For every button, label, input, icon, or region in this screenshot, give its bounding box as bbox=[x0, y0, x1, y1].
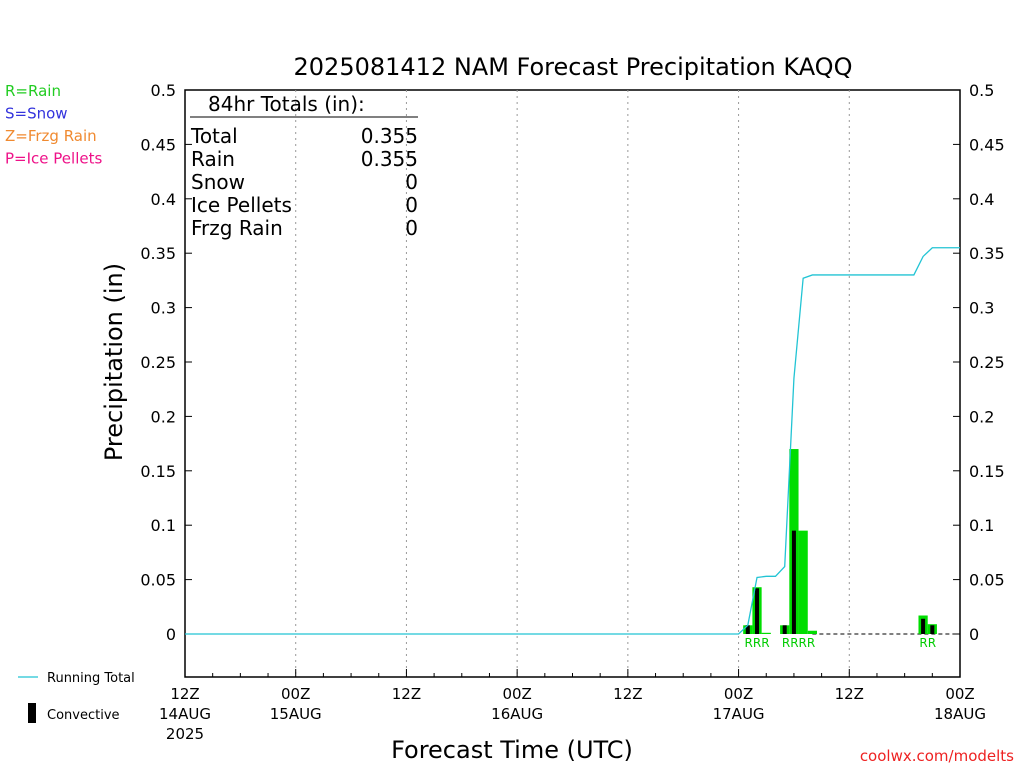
rain-type-label: RRRR bbox=[782, 636, 815, 650]
y-tick-label-left: 0.45 bbox=[140, 135, 176, 154]
precip-type-legend-item: Z=Frzg Rain bbox=[5, 127, 97, 145]
convective-bar bbox=[755, 588, 760, 634]
totals-row-value: 0.355 bbox=[361, 124, 418, 148]
y-tick-label-right: 0.05 bbox=[969, 571, 1005, 590]
x-tick-label: 12Z bbox=[392, 685, 421, 703]
totals-row-label: Ice Pellets bbox=[191, 193, 292, 217]
precip-type-legend-item: P=Ice Pellets bbox=[5, 150, 102, 168]
y-tick-label-left: 0.5 bbox=[151, 81, 176, 100]
y-tick-label-right: 0.45 bbox=[969, 135, 1005, 154]
y-axis-title: Precipitation (in) bbox=[100, 263, 128, 461]
convective-legend-swatch bbox=[28, 703, 36, 723]
y-tick-label-right: 0.15 bbox=[969, 462, 1005, 481]
y-axis-ticks: 0 00.05 0.050.1 0.10.15 0.150.2 0.20.25 0.250.… bbox=[140, 81, 1004, 644]
convective-legend-label: Convective bbox=[47, 708, 120, 723]
totals-row-value: 0 bbox=[405, 170, 418, 194]
x-tick-label: 00Z bbox=[724, 685, 753, 703]
totals-row-label: Total bbox=[190, 124, 238, 148]
y-tick-label-right: 0.3 bbox=[969, 299, 994, 318]
totals-row-value: 0.355 bbox=[361, 147, 418, 171]
totals-row-label: Frzg Rain bbox=[191, 216, 283, 240]
y-tick-label-right: 0.1 bbox=[969, 516, 994, 535]
running-total-line-group bbox=[185, 247, 960, 635]
totals-heading: 84hr Totals (in): bbox=[208, 92, 365, 116]
y-tick-label-left: 0.4 bbox=[151, 190, 176, 209]
totals-row-value: 0 bbox=[405, 193, 418, 217]
chart-title: 2025081412 NAM Forecast Precipitation KA… bbox=[294, 53, 853, 81]
running-total-line bbox=[185, 247, 960, 635]
convective-bar bbox=[791, 530, 796, 634]
x-axis-title: Forecast Time (UTC) bbox=[391, 736, 633, 764]
y-tick-label-left: 0.15 bbox=[140, 462, 176, 481]
totals-box: 84hr Totals (in): Total 0.355 Rain 0.355 Sno… bbox=[190, 92, 418, 240]
totals-row-value: 0 bbox=[405, 216, 418, 240]
x-tick-label: 12Z bbox=[613, 685, 642, 703]
precip-bars bbox=[743, 449, 937, 634]
y-tick-label-left: 0.3 bbox=[151, 299, 176, 318]
precip-type-legend-item: S=Snow bbox=[5, 105, 68, 123]
y-tick-label-left: 0.2 bbox=[151, 407, 176, 426]
y-tick-label-left: 0.1 bbox=[151, 516, 176, 535]
running-total-legend-label: Running Total bbox=[47, 671, 135, 686]
rain-bar bbox=[761, 632, 771, 634]
precip-type-legend-item: R=Rain bbox=[5, 82, 61, 100]
x-tick-label: 00Z bbox=[281, 685, 310, 703]
totals-row-label: Snow bbox=[191, 170, 245, 194]
bottom-legend: Running Total Convective bbox=[18, 671, 135, 723]
y-tick-label-left: 0.35 bbox=[140, 244, 176, 263]
x-axis-ticks: 12Z 14AUG 2025 00Z 15AUG 12Z 00Z 16AUG 12Z 00Z 17A… bbox=[159, 669, 986, 743]
y-tick-label-left: 0.05 bbox=[140, 571, 176, 590]
x-tick-year-label: 2025 bbox=[166, 725, 204, 743]
convective-bar bbox=[782, 625, 787, 634]
convective-bar bbox=[745, 625, 750, 634]
y-tick-label-right: 0.25 bbox=[969, 353, 1005, 372]
x-tick-label: 12Z bbox=[170, 685, 199, 703]
y-tick-label-right: 0.4 bbox=[969, 190, 994, 209]
x-tick-date-label: 14AUG bbox=[159, 705, 211, 723]
precip-type-legend: R=Rain S=Snow Z=Frzg Rain P=Ice Pellets bbox=[5, 82, 102, 168]
x-tick-label: 00Z bbox=[502, 685, 531, 703]
x-tick-date-label: 17AUG bbox=[713, 705, 765, 723]
rain-bar bbox=[807, 630, 817, 634]
y-tick-label-right: 0.35 bbox=[969, 244, 1005, 263]
y-tick-label-right: 0 bbox=[969, 625, 979, 644]
y-tick-label-left: 0.25 bbox=[140, 353, 176, 372]
y-tick-label-right: 0.5 bbox=[969, 81, 994, 100]
rain-type-labels: RRR RRRR RR bbox=[745, 636, 937, 650]
convective-bar bbox=[930, 625, 935, 634]
plot-frame bbox=[184, 89, 961, 678]
y-tick-label-right: 0.2 bbox=[969, 407, 994, 426]
x-tick-label: 12Z bbox=[835, 685, 864, 703]
rain-bar bbox=[798, 530, 808, 634]
rain-type-label: RR bbox=[919, 636, 936, 650]
totals-row-label: Rain bbox=[191, 147, 235, 171]
credit-text: coolwx.com/modelts bbox=[860, 747, 1014, 765]
y-tick-label-left: 0 bbox=[166, 625, 176, 644]
x-tick-date-label: 18AUG bbox=[934, 705, 986, 723]
convective-bar bbox=[921, 618, 926, 634]
rain-type-label: RRR bbox=[745, 636, 770, 650]
x-tick-date-label: 16AUG bbox=[491, 705, 543, 723]
x-tick-label: 00Z bbox=[945, 685, 974, 703]
totals-rows: Total 0.355 Rain 0.355 Snow 0 Ice Pellets 0 Frzg… bbox=[190, 124, 418, 240]
grid-lines bbox=[295, 90, 960, 677]
x-tick-date-label: 15AUG bbox=[270, 705, 322, 723]
